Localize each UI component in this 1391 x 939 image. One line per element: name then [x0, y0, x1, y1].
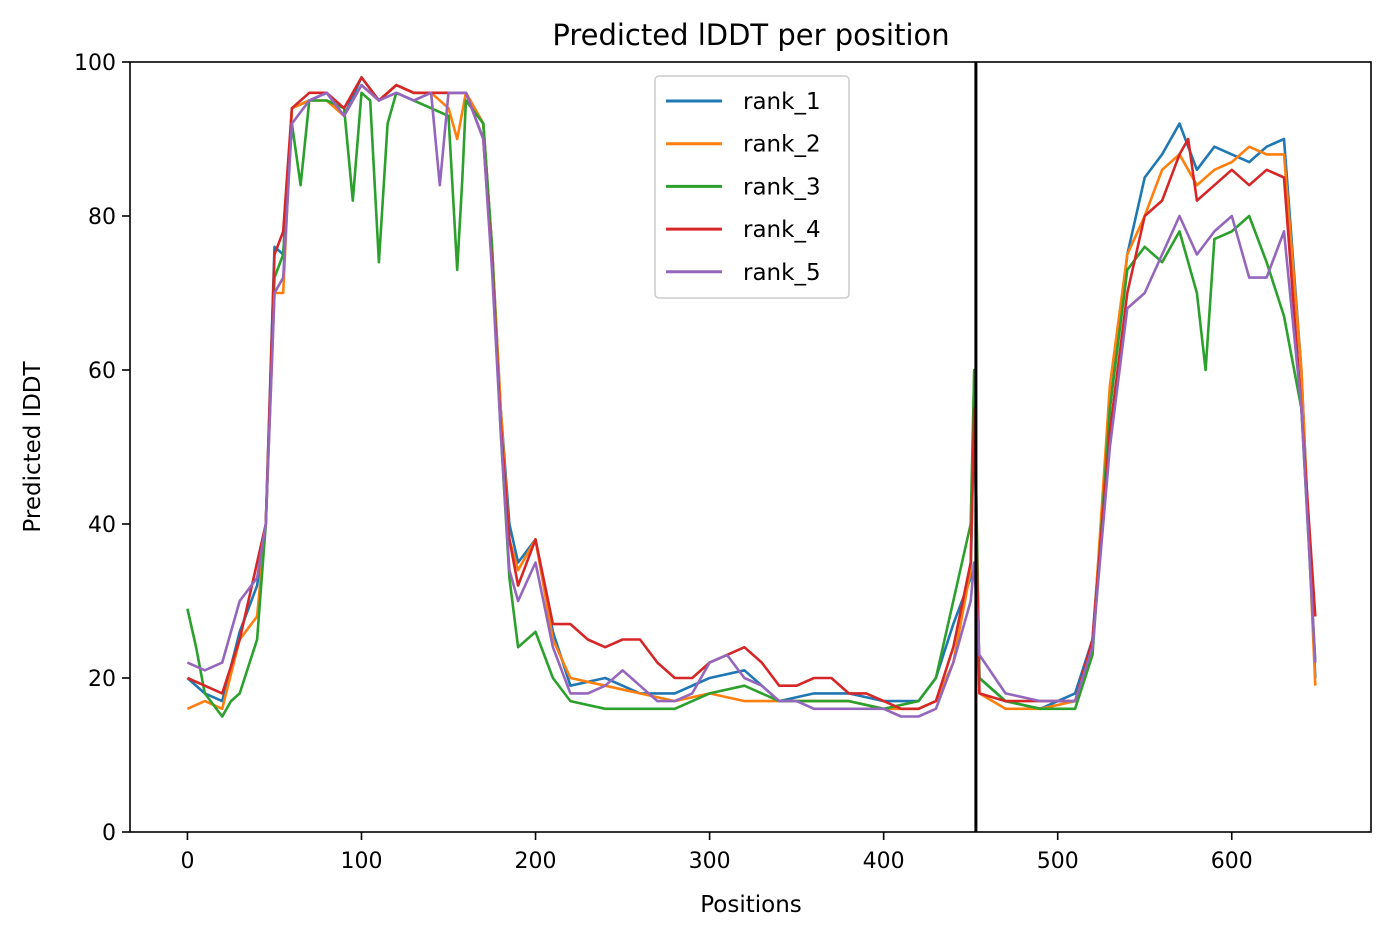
x-tick-label: 600 [1211, 849, 1253, 874]
x-tick-label: 100 [340, 849, 382, 874]
x-tick-label: 0 [180, 849, 194, 874]
legend: rank_1 rank_2 rank_3 rank_4 rank_5 [654, 75, 850, 299]
x-axis-label: Positions [700, 892, 802, 918]
legend-label-rank_3: rank_3 [743, 174, 821, 200]
y-tick-label: 40 [88, 513, 116, 538]
plot-lines [186, 76, 1317, 718]
legend-label-rank_1: rank_1 [743, 89, 821, 115]
legend-label-rank_2: rank_2 [743, 132, 821, 158]
plot-frame [129, 61, 1372, 833]
y-axis-label: Predicted lDDT [20, 360, 46, 532]
x-tick-label: 400 [863, 849, 905, 874]
y-tick-label: 100 [74, 51, 116, 76]
x-tick-label: 300 [689, 849, 731, 874]
legend-box [654, 75, 850, 299]
series-line-rank_5 [186, 83, 1317, 718]
x-tick-label: 200 [515, 849, 557, 874]
legend-label-rank_5: rank_5 [743, 260, 821, 286]
y-tick-label: 80 [88, 205, 116, 230]
legend-label-rank_4: rank_4 [743, 217, 821, 243]
y-axis-ticks: 0 20 40 60 80 100 [74, 51, 130, 846]
x-axis-ticks: 0 100 200 300 400 500 600 [180, 832, 1253, 874]
y-tick-label: 20 [88, 667, 116, 692]
series-line-rank_3 [186, 91, 1317, 718]
chart-title: Predicted lDDT per position [552, 18, 949, 52]
x-tick-label: 500 [1037, 849, 1079, 874]
y-tick-label: 60 [88, 359, 116, 384]
y-tick-label: 0 [102, 821, 116, 846]
